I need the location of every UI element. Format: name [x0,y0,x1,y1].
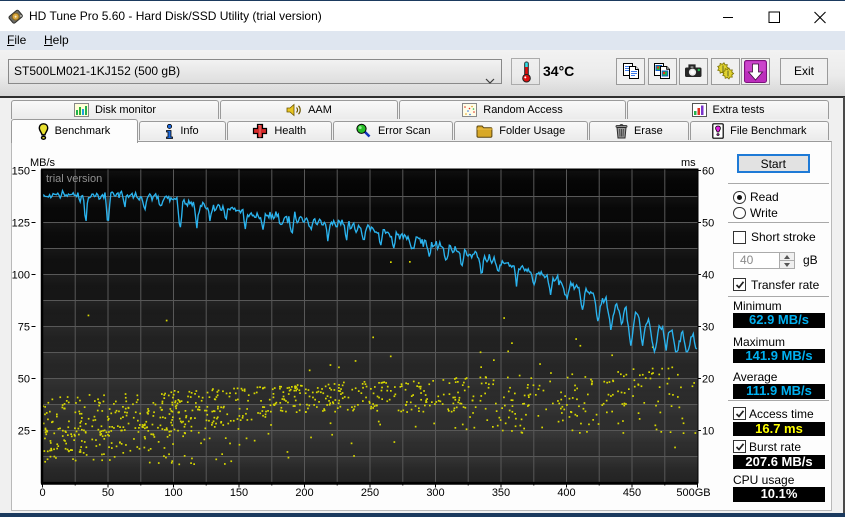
svg-text:50: 50 [702,218,714,230]
svg-text:10: 10 [702,426,714,438]
svg-text:250: 250 [361,487,379,499]
svg-text:25: 25 [18,426,30,438]
svg-text:450: 450 [623,487,641,499]
svg-text:500GB: 500GB [676,487,710,499]
svg-text:400: 400 [557,487,575,499]
svg-text:trial version: trial version [46,173,102,185]
svg-text:75: 75 [18,322,30,334]
svg-text:100: 100 [12,270,30,282]
svg-text:50: 50 [102,487,114,499]
svg-text:40: 40 [702,270,714,282]
svg-text:150: 150 [230,487,248,499]
svg-text:0: 0 [39,487,45,499]
svg-text:MB/s: MB/s [30,157,56,169]
svg-text:60: 60 [702,166,714,178]
svg-text:30: 30 [702,322,714,334]
svg-text:200: 200 [295,487,313,499]
svg-text:125: 125 [12,218,30,230]
svg-text:350: 350 [492,487,510,499]
svg-text:20: 20 [702,374,714,386]
svg-text:300: 300 [426,487,444,499]
svg-text:50: 50 [18,374,30,386]
svg-text:150: 150 [12,166,30,178]
svg-text:100: 100 [164,487,182,499]
svg-text:ms: ms [681,157,696,169]
